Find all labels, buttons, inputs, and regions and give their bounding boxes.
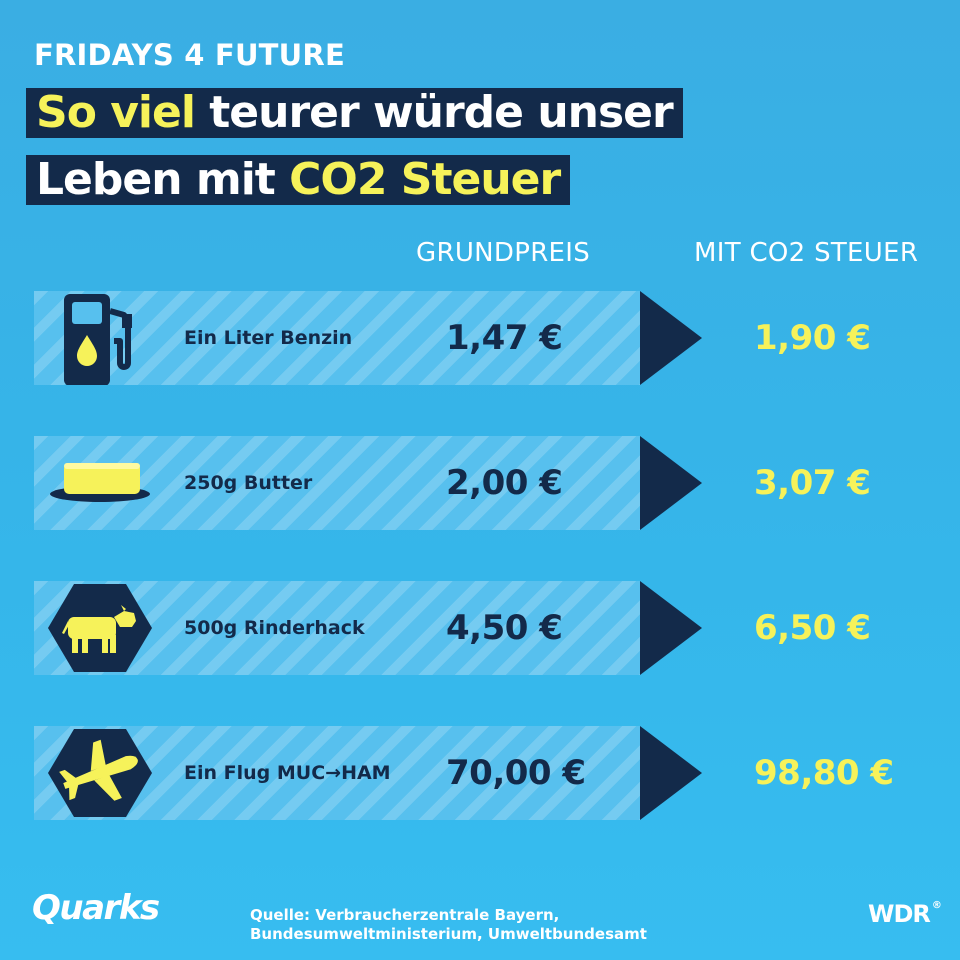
co2-price: 1,90 € bbox=[754, 318, 871, 358]
co2-price: 6,50 € bbox=[754, 608, 871, 648]
wdr-logo: WDR ® bbox=[868, 900, 942, 928]
cow-icon bbox=[44, 581, 156, 675]
headline-line-2: Leben mit CO2 Steuer bbox=[26, 154, 571, 205]
price-row-butter: 250g Butter 2,00 € bbox=[34, 436, 640, 530]
base-price: 2,00 € bbox=[446, 463, 563, 503]
headline-text-2: Leben mit bbox=[36, 154, 290, 205]
source-note: Quelle: Verbraucherzentrale Bayern, Bund… bbox=[250, 906, 647, 943]
arrow-icon bbox=[640, 581, 702, 675]
kicker: FRIDAYS 4 FUTURE bbox=[34, 38, 345, 72]
price-row-flight: Ein Flug MUC→HAM 70,00 € bbox=[34, 726, 640, 820]
item-label: Ein Liter Benzin bbox=[184, 327, 353, 349]
base-price: 70,00 € bbox=[446, 753, 586, 793]
item-label: Ein Flug MUC→HAM bbox=[184, 762, 391, 784]
quarks-logo: Quarks bbox=[32, 888, 160, 928]
butter-icon bbox=[44, 436, 156, 530]
item-label: 500g Rinderhack bbox=[184, 617, 365, 639]
column-header-base-price: GRUNDPREIS bbox=[416, 238, 591, 268]
price-row-beef: 500g Rinderhack 4,50 € bbox=[34, 581, 640, 675]
price-row-fuel: Ein Liter Benzin 1,47 € bbox=[34, 291, 640, 386]
headline-highlight-1: So viel bbox=[36, 87, 196, 138]
co2-price: 3,07 € bbox=[754, 463, 871, 503]
headline-highlight-2: CO2 Steuer bbox=[289, 154, 561, 205]
registered-icon: ® bbox=[931, 900, 942, 911]
airplane-icon bbox=[44, 726, 156, 820]
arrow-icon bbox=[640, 436, 702, 530]
arrow-icon bbox=[640, 291, 702, 385]
base-price: 1,47 € bbox=[446, 318, 563, 358]
column-header-co2-price: MIT CO2 STEUER bbox=[694, 238, 919, 268]
co2-price: 98,80 € bbox=[754, 753, 894, 793]
base-price: 4,50 € bbox=[446, 608, 563, 648]
fuel-pump-icon bbox=[44, 291, 156, 386]
wdr-logo-text: WDR bbox=[868, 900, 931, 928]
item-label: 250g Butter bbox=[184, 472, 313, 494]
arrow-icon bbox=[640, 726, 702, 820]
headline-text-1: teurer würde unser bbox=[194, 87, 673, 138]
headline-line-1: So viel teurer würde unser bbox=[26, 88, 683, 138]
